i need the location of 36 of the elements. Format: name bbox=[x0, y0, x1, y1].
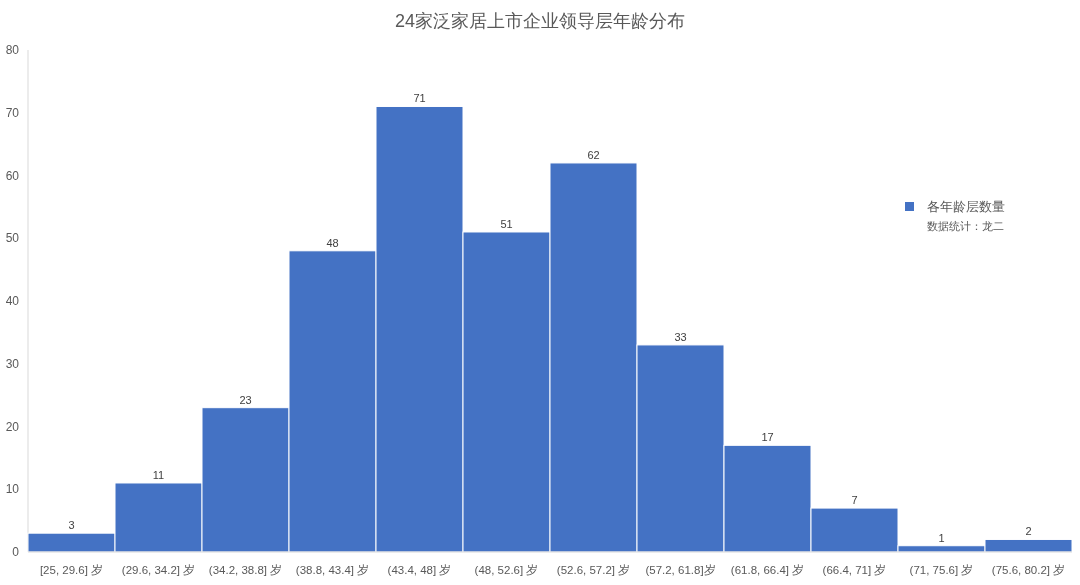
x-tick-label: [25, 29.6] 岁 bbox=[39, 564, 104, 576]
x-tick-label: (48, 52.6] 岁 bbox=[474, 564, 539, 576]
data-label: 17 bbox=[761, 431, 774, 444]
x-tick-label: (75.6, 80.2] 岁 bbox=[991, 564, 1066, 576]
x-tick-label: (29.6, 34.2] 岁 bbox=[121, 564, 196, 576]
data-label: 1 bbox=[938, 531, 945, 544]
y-tick-label: 10 bbox=[5, 482, 19, 497]
x-tick-label: (57.2, 61.8]岁 bbox=[645, 564, 716, 576]
data-label: 11 bbox=[152, 469, 165, 481]
title: 24家泛家居上市企业领导层年龄分布 bbox=[395, 11, 685, 31]
data-label: 3 bbox=[68, 519, 75, 532]
y-tick-label: 60 bbox=[5, 168, 19, 183]
y-tick-label: 40 bbox=[5, 294, 19, 308]
x-tick-label: (52.6, 57.2] 岁 bbox=[556, 564, 631, 576]
y-tick-label: 30 bbox=[5, 356, 19, 371]
x-tick-label: (34.2, 38.8] 岁 bbox=[208, 564, 283, 576]
y-tick-label: 20 bbox=[5, 419, 19, 434]
data-label: 51 bbox=[500, 218, 513, 230]
y-tick-label: 0 bbox=[12, 545, 19, 559]
x-tick-label: (43.4, 48] 岁 bbox=[387, 564, 452, 576]
legend-label: 各年龄层数量 bbox=[927, 200, 1005, 214]
x-tick-label: (66.4, 71] 岁 bbox=[822, 564, 887, 576]
data-label: 2 bbox=[1025, 525, 1032, 538]
x-tick-label: (71, 75.6] 岁 bbox=[909, 564, 974, 576]
data-label: 48 bbox=[326, 236, 339, 249]
y-tick-label: 80 bbox=[5, 43, 19, 57]
x-tick-label: (38.8, 43.4] 岁 bbox=[295, 564, 370, 576]
data-label: 7 bbox=[851, 494, 858, 507]
y-tick-label: 50 bbox=[5, 231, 19, 246]
x-tick-label: (61.8, 66.4] 岁 bbox=[730, 564, 805, 576]
annotation: 数据统计：龙二 bbox=[927, 220, 1004, 232]
data-label: 23 bbox=[239, 393, 252, 406]
y-tick-label: 70 bbox=[5, 105, 19, 120]
data-label: 33 bbox=[674, 330, 687, 343]
data-label: 62 bbox=[587, 148, 600, 161]
data-label: 71 bbox=[413, 92, 426, 105]
